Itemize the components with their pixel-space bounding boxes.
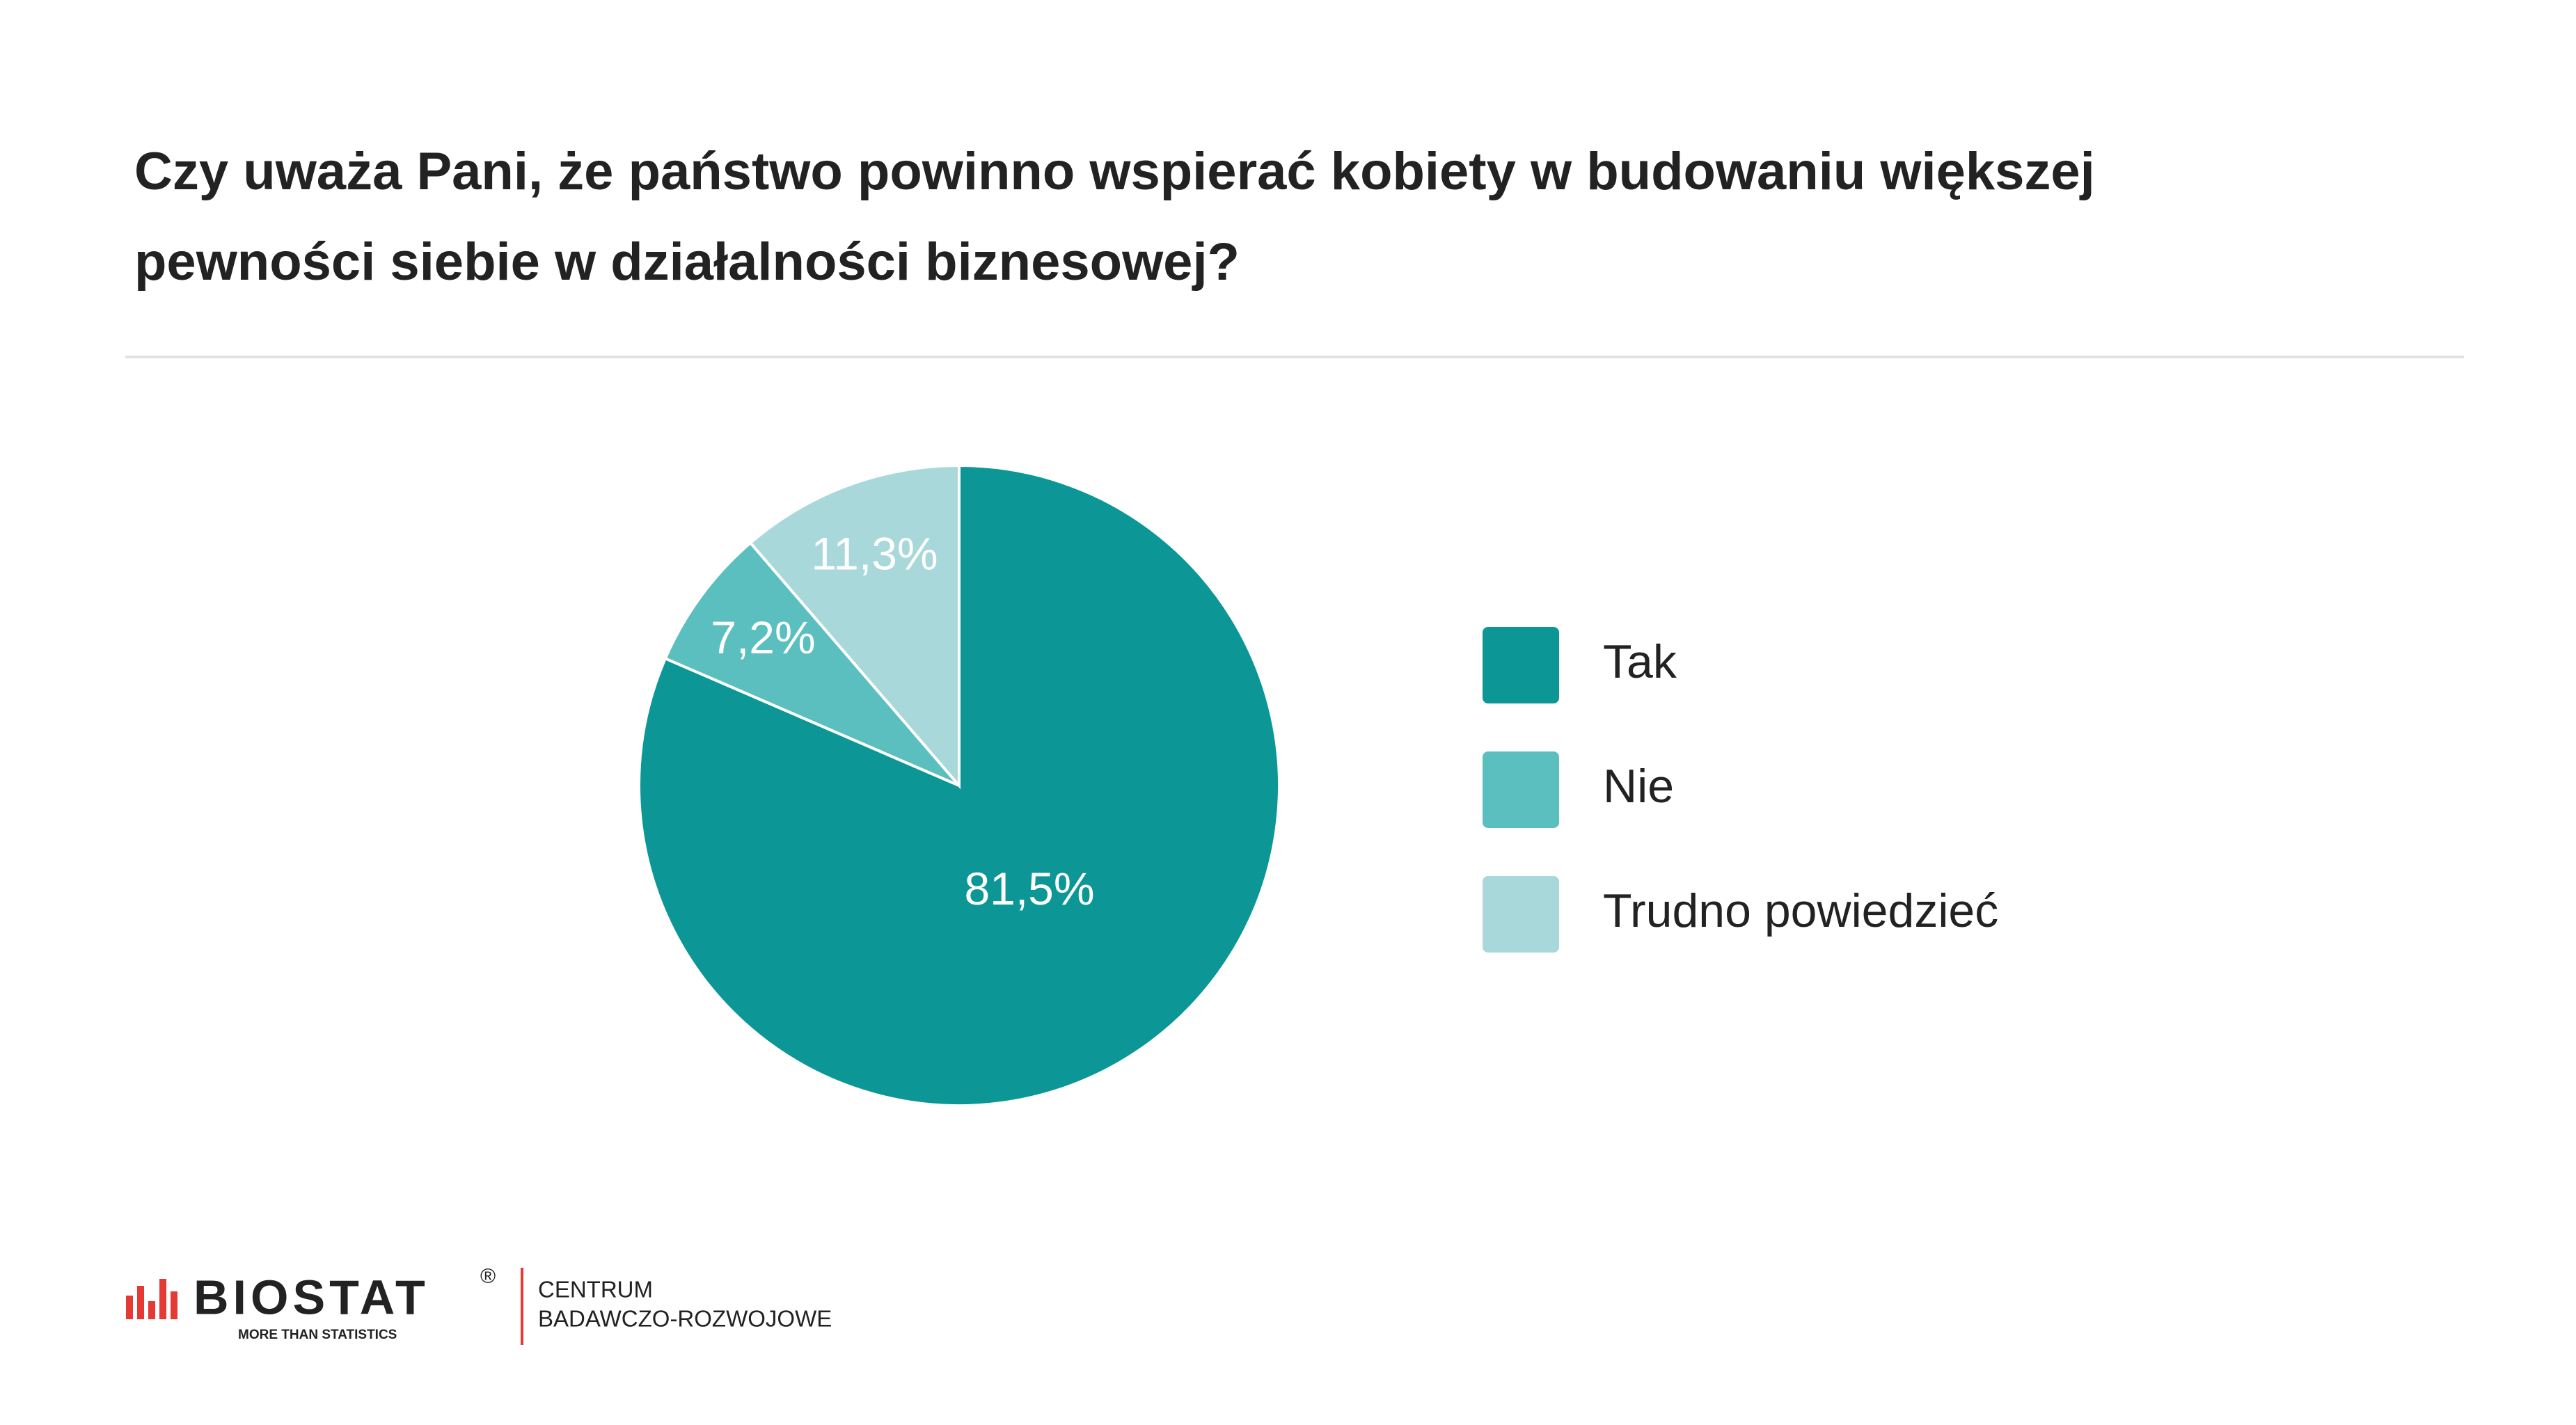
logo-bar (159, 1279, 166, 1319)
logo-unit: CENTRUM (538, 1277, 653, 1303)
pie-slice (748, 463, 961, 790)
data-label: 81,5% (964, 863, 1094, 914)
logo-unit: BADAWCZO-ROZWOJOWE (538, 1306, 832, 1332)
chart-title: pewności siebie w działalności biznesowe… (134, 232, 1240, 292)
logo: BIOSTAT ® MORE THAN STATISTICS CENTRUM B… (126, 1265, 832, 1345)
logo-tagline: MORE THAN STATISTICS (238, 1328, 397, 1342)
data-label: 7,2% (711, 612, 815, 663)
chart-title: Czy uważa Pani, że państwo powinno wspie… (134, 142, 2095, 201)
logo-bar (171, 1291, 177, 1319)
legend-swatch (1483, 627, 1559, 703)
logo-bar (137, 1286, 144, 1319)
logo-bar (126, 1296, 133, 1319)
legend-swatch (1483, 876, 1559, 953)
legend-label: Trudno powiedzieć (1603, 884, 1998, 937)
data-label: 11,3% (811, 528, 938, 580)
logo-bar (148, 1301, 155, 1319)
logo-brand: BIOSTAT (193, 1270, 429, 1324)
pie-slice (663, 541, 961, 787)
legend-swatch (1483, 751, 1559, 828)
logo-registered: ® (480, 1265, 496, 1288)
legend-label: Nie (1603, 760, 1674, 813)
legend-label: Tak (1603, 635, 1677, 688)
